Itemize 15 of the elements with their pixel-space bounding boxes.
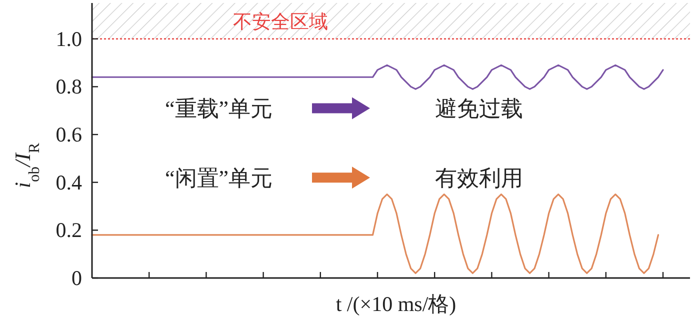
line-series	[91, 64, 664, 90]
annotation: “闲置”单元	[165, 166, 273, 191]
y-tick-label: 0.8	[56, 74, 82, 99]
annotation: “重载”单元	[165, 96, 273, 122]
x-axis-title: t /(×10 ms/格)	[336, 292, 456, 316]
annotation: 避免过载	[435, 96, 523, 122]
y-tick-label: 0.4	[56, 170, 82, 194]
line-series	[91, 194, 660, 274]
band: 不安全区域	[92, 3, 690, 39]
y-tick-label: 1.0	[56, 26, 82, 51]
band-label: 不安全区域	[233, 10, 328, 33]
y-tick-label: 0	[72, 266, 82, 290]
y-tick-label: 0.2	[56, 218, 82, 242]
y-tick-label: 0.6	[56, 122, 82, 147]
annotation: 有效利用	[435, 166, 523, 191]
